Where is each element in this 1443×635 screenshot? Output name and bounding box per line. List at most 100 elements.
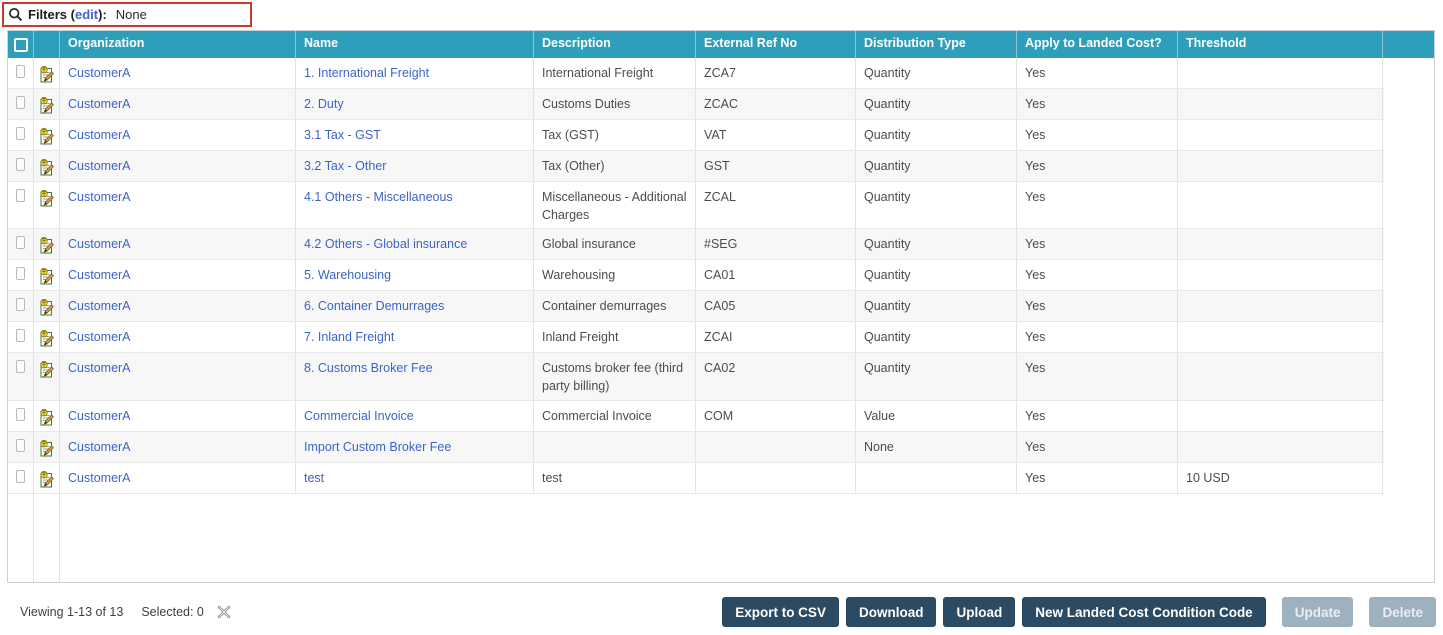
table-body: CustomerA 1. International Freight Inter… [8, 58, 1434, 582]
column-header-apply-to-landed-cost[interactable]: Apply to Landed Cost? [1017, 31, 1178, 58]
record-edit-icon[interactable] [38, 470, 55, 489]
clear-selection-icon[interactable] [216, 604, 232, 620]
row-checkbox[interactable] [16, 158, 25, 171]
row-icon-cell [34, 120, 60, 150]
cell-description: Tax (Other) [534, 151, 696, 181]
row-icon-cell [34, 400, 60, 431]
cell-name[interactable]: 4.2 Others - Global insurance [296, 229, 534, 260]
cell-name[interactable]: 2. Duty [296, 89, 534, 119]
cell-organization[interactable]: CustomerA [60, 291, 296, 322]
row-checkbox[interactable] [16, 127, 25, 140]
record-edit-icon[interactable] [38, 236, 55, 255]
record-edit-icon[interactable] [38, 158, 55, 177]
cell-name[interactable]: 7. Inland Freight [296, 322, 534, 353]
cell-organization[interactable]: CustomerA [60, 400, 296, 431]
cell-name[interactable]: Import Custom Broker Fee [296, 431, 534, 462]
cell-organization[interactable]: CustomerA [60, 353, 296, 400]
cell-description: Customs broker fee (third party billing) [534, 353, 696, 400]
action-buttons: Export to CSV Download Upload New Landed… [722, 597, 1436, 627]
cell-description: Container demurrages [534, 291, 696, 322]
row-checkbox-cell [8, 400, 34, 431]
cell-name[interactable]: 3.1 Tax - GST [296, 120, 534, 150]
cell-organization[interactable]: CustomerA [60, 322, 296, 353]
cell-name[interactable]: 5. Warehousing [296, 260, 534, 291]
cell-apply-to-landed-cost: Yes [1017, 151, 1178, 181]
row-checkbox[interactable] [16, 438, 25, 452]
cell-name[interactable]: 8. Customs Broker Fee [296, 353, 534, 400]
cell-threshold: 10 USD [1178, 462, 1383, 493]
grid-header-row: Organization Name Description External R… [8, 31, 1434, 58]
filters-edit-link[interactable]: edit [74, 7, 99, 22]
table-row: CustomerA 4.2 Others - Global insurance … [8, 229, 1384, 261]
cell-organization[interactable]: CustomerA [60, 229, 296, 260]
cell-organization[interactable]: CustomerA [60, 89, 296, 119]
cell-distribution-type: Quantity [856, 322, 1017, 353]
cell-organization[interactable]: CustomerA [60, 120, 296, 150]
cell-external-ref-no: ZCAL [696, 182, 856, 229]
record-edit-icon[interactable] [38, 408, 55, 427]
row-checkbox[interactable] [16, 360, 25, 374]
cell-threshold [1178, 260, 1383, 291]
cell-name[interactable]: test [296, 462, 534, 493]
cell-threshold [1178, 400, 1383, 431]
header-filler [1383, 31, 1434, 58]
cell-apply-to-landed-cost: Yes [1017, 58, 1178, 88]
cell-name[interactable]: 4.1 Others - Miscellaneous [296, 182, 534, 229]
cell-name[interactable]: 3.2 Tax - Other [296, 151, 534, 181]
record-edit-icon[interactable] [38, 298, 55, 317]
row-checkbox[interactable] [16, 236, 25, 250]
row-checkbox-cell [8, 353, 34, 400]
row-checkbox-cell [8, 462, 34, 493]
row-checkbox[interactable] [16, 407, 25, 421]
cell-external-ref-no: CA01 [696, 260, 856, 291]
column-header-threshold[interactable]: Threshold [1178, 31, 1383, 58]
cell-distribution-type: Quantity [856, 353, 1017, 400]
record-edit-icon[interactable] [38, 96, 55, 115]
record-edit-icon[interactable] [38, 360, 55, 395]
cell-external-ref-no: ZCA7 [696, 58, 856, 88]
column-header-distribution-type[interactable]: Distribution Type [856, 31, 1017, 58]
row-checkbox[interactable] [16, 189, 25, 202]
cell-threshold [1178, 89, 1383, 119]
record-edit-icon[interactable] [38, 127, 55, 146]
cell-organization[interactable]: CustomerA [60, 151, 296, 181]
cell-organization[interactable]: CustomerA [60, 260, 296, 291]
row-checkbox[interactable] [16, 329, 25, 343]
cell-description: Miscellaneous - Additional Charges [534, 182, 696, 229]
row-icon-cell [34, 353, 60, 400]
cell-organization[interactable]: CustomerA [60, 58, 296, 88]
record-edit-icon[interactable] [38, 65, 55, 84]
cell-organization[interactable]: CustomerA [60, 462, 296, 493]
new-landed-cost-condition-code-button[interactable]: New Landed Cost Condition Code [1022, 597, 1266, 627]
cell-name[interactable]: 6. Container Demurrages [296, 291, 534, 322]
row-checkbox[interactable] [16, 65, 25, 78]
filters-colon: : [102, 7, 107, 22]
row-checkbox[interactable] [16, 469, 25, 483]
column-header-name[interactable]: Name [296, 31, 534, 58]
icon-header-cell [34, 31, 60, 58]
column-header-organization[interactable]: Organization [60, 31, 296, 58]
cell-organization[interactable]: CustomerA [60, 182, 296, 229]
export-to-csv-button[interactable]: Export to CSV [722, 597, 839, 627]
viewing-status: Viewing 1-13 of 13 [20, 605, 124, 619]
record-edit-icon[interactable] [38, 189, 55, 224]
record-edit-icon[interactable] [38, 329, 55, 348]
row-checkbox-cell [8, 182, 34, 229]
record-edit-icon[interactable] [38, 267, 55, 286]
row-checkbox[interactable] [16, 298, 25, 312]
cell-organization[interactable]: CustomerA [60, 431, 296, 462]
filters-word: Filters [28, 7, 68, 22]
cell-name[interactable]: Commercial Invoice [296, 400, 534, 431]
cell-name[interactable]: 1. International Freight [296, 58, 534, 88]
row-checkbox[interactable] [16, 267, 25, 281]
select-all-checkbox[interactable] [13, 37, 28, 52]
record-edit-icon[interactable] [38, 439, 55, 458]
upload-button[interactable]: Upload [943, 597, 1016, 627]
table-row: CustomerA 7. Inland Freight Inland Freig… [8, 322, 1384, 354]
cell-description: Warehousing [534, 260, 696, 291]
download-button[interactable]: Download [845, 597, 937, 627]
column-header-description[interactable]: Description [534, 31, 696, 58]
column-header-external-ref-no[interactable]: External Ref No [696, 31, 856, 58]
row-checkbox[interactable] [16, 96, 25, 109]
update-button: Update [1281, 597, 1354, 627]
